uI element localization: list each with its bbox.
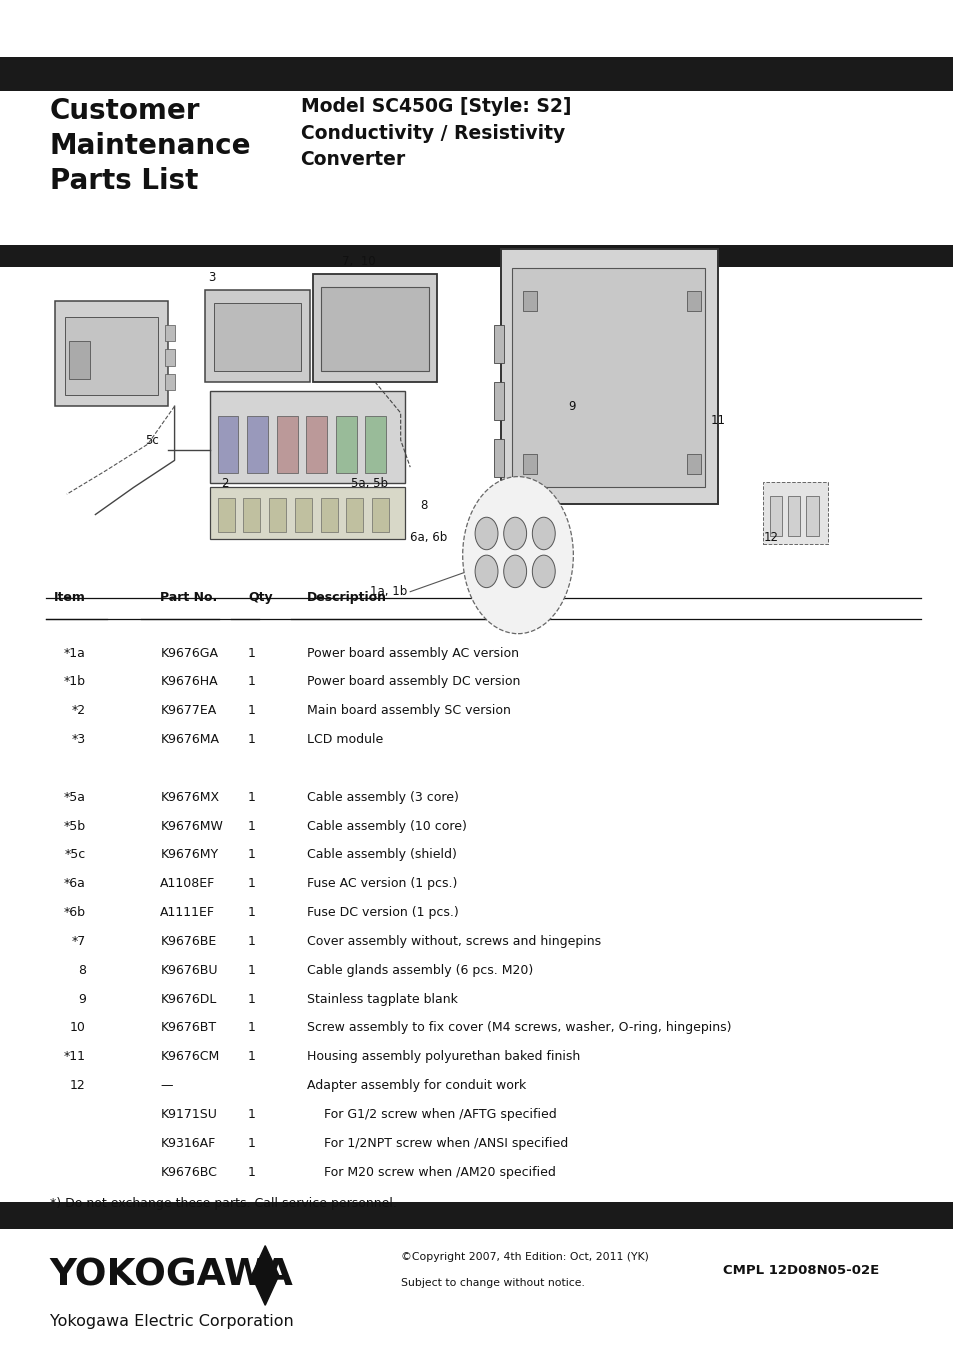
Text: Adapter assembly for conduit work: Adapter assembly for conduit work [307, 1079, 526, 1093]
Text: —: — [160, 1079, 172, 1093]
Text: 1a, 1b: 1a, 1b [370, 585, 407, 598]
Text: 1: 1 [248, 992, 255, 1006]
Text: Model SC450G [Style: S2]
Conductivity / Resistivity
Converter: Model SC450G [Style: S2] Conductivity / … [300, 97, 571, 169]
Text: *11: *11 [64, 1051, 86, 1063]
FancyBboxPatch shape [55, 301, 168, 406]
FancyBboxPatch shape [321, 287, 429, 371]
Circle shape [532, 517, 555, 550]
Text: 1: 1 [248, 964, 255, 976]
FancyBboxPatch shape [365, 416, 386, 473]
Text: 2: 2 [221, 477, 229, 490]
Text: CMPL 12D08N05-02E: CMPL 12D08N05-02E [722, 1263, 879, 1277]
Text: K9171SU: K9171SU [160, 1108, 217, 1121]
Text: Fuse AC version (1 pcs.): Fuse AC version (1 pcs.) [307, 877, 457, 891]
Text: 12: 12 [762, 531, 778, 544]
Circle shape [532, 555, 555, 588]
Circle shape [475, 555, 497, 588]
Text: K9676MA: K9676MA [160, 733, 219, 746]
Text: K9677EA: K9677EA [160, 704, 216, 718]
FancyBboxPatch shape [276, 416, 297, 473]
Text: 1: 1 [248, 849, 255, 861]
Text: For 1/2NPT screw when /ANSI specified: For 1/2NPT screw when /ANSI specified [324, 1137, 568, 1150]
Text: K9676BE: K9676BE [160, 934, 216, 948]
Text: *2: *2 [71, 704, 86, 718]
Text: Cover assembly without, screws and hingepins: Cover assembly without, screws and hinge… [307, 934, 600, 948]
FancyBboxPatch shape [500, 249, 718, 504]
FancyBboxPatch shape [217, 498, 234, 532]
FancyBboxPatch shape [165, 374, 174, 390]
Text: LCD module: LCD module [307, 733, 383, 746]
Text: Housing assembly polyurethan baked finish: Housing assembly polyurethan baked finis… [307, 1051, 579, 1063]
Text: K9676MX: K9676MX [160, 791, 219, 804]
Text: *5a: *5a [64, 791, 86, 804]
FancyBboxPatch shape [65, 317, 158, 395]
Circle shape [475, 517, 497, 550]
Text: A1108EF: A1108EF [160, 877, 215, 891]
FancyBboxPatch shape [522, 291, 537, 311]
FancyBboxPatch shape [210, 391, 405, 483]
Text: Item: Item [54, 590, 86, 604]
Polygon shape [252, 1246, 278, 1305]
FancyBboxPatch shape [205, 290, 310, 382]
Text: 9: 9 [568, 399, 576, 413]
Text: 11: 11 [710, 413, 725, 427]
Text: 3: 3 [208, 271, 215, 284]
FancyBboxPatch shape [165, 349, 174, 366]
FancyBboxPatch shape [217, 416, 238, 473]
Text: Subject to change without notice.: Subject to change without notice. [400, 1278, 584, 1288]
Text: 1: 1 [248, 1108, 255, 1121]
FancyBboxPatch shape [335, 416, 356, 473]
Text: K9676CM: K9676CM [160, 1051, 219, 1063]
FancyBboxPatch shape [522, 454, 537, 474]
Text: 1: 1 [248, 819, 255, 833]
Text: 1: 1 [248, 791, 255, 804]
Text: 10: 10 [70, 1021, 86, 1034]
FancyBboxPatch shape [165, 325, 174, 341]
Text: 1: 1 [248, 676, 255, 688]
Text: K9676GA: K9676GA [160, 646, 218, 659]
FancyBboxPatch shape [686, 291, 700, 311]
Text: *6b: *6b [64, 906, 86, 919]
Circle shape [503, 517, 526, 550]
Text: *3: *3 [71, 733, 86, 746]
Text: Cable assembly (10 core): Cable assembly (10 core) [307, 819, 467, 833]
FancyBboxPatch shape [306, 416, 327, 473]
Text: *6a: *6a [64, 877, 86, 891]
FancyBboxPatch shape [213, 303, 301, 371]
Text: K9316AF: K9316AF [160, 1137, 215, 1150]
Text: Power board assembly AC version: Power board assembly AC version [307, 646, 518, 659]
Text: ©Copyright 2007, 4th Edition: Oct, 2011 (YK): ©Copyright 2007, 4th Edition: Oct, 2011 … [400, 1252, 648, 1262]
FancyBboxPatch shape [494, 325, 503, 363]
Text: Screw assembly to fix cover (M4 screws, washer, O-ring, hingepins): Screw assembly to fix cover (M4 screws, … [307, 1021, 731, 1034]
Text: *7: *7 [71, 934, 86, 948]
Text: K9676BT: K9676BT [160, 1021, 216, 1034]
FancyBboxPatch shape [494, 382, 503, 420]
Text: 8: 8 [419, 498, 427, 512]
FancyBboxPatch shape [269, 498, 286, 532]
FancyBboxPatch shape [294, 498, 312, 532]
FancyBboxPatch shape [769, 496, 781, 536]
Text: Fuse DC version (1 pcs.): Fuse DC version (1 pcs.) [307, 906, 458, 919]
Text: K9676BC: K9676BC [160, 1166, 217, 1179]
Text: *1a: *1a [64, 646, 86, 659]
FancyBboxPatch shape [247, 416, 268, 473]
Text: K9676DL: K9676DL [160, 992, 216, 1006]
Text: *1b: *1b [64, 676, 86, 688]
Text: *5c: *5c [65, 849, 86, 861]
Text: 1: 1 [248, 1051, 255, 1063]
FancyBboxPatch shape [494, 439, 503, 477]
FancyBboxPatch shape [313, 274, 436, 382]
FancyBboxPatch shape [0, 1202, 953, 1229]
Text: 5a, 5b: 5a, 5b [351, 477, 388, 490]
Text: 1: 1 [248, 1166, 255, 1179]
Text: Cable assembly (shield): Cable assembly (shield) [307, 849, 456, 861]
Text: Qty: Qty [248, 590, 273, 604]
Text: 6a, 6b: 6a, 6b [410, 531, 447, 544]
Text: K9676MW: K9676MW [160, 819, 223, 833]
FancyBboxPatch shape [346, 498, 363, 532]
FancyBboxPatch shape [805, 496, 818, 536]
Text: Cable glands assembly (6 pcs. M20): Cable glands assembly (6 pcs. M20) [307, 964, 533, 976]
FancyBboxPatch shape [512, 268, 704, 487]
FancyBboxPatch shape [210, 487, 405, 539]
Text: 5c: 5c [145, 433, 158, 447]
